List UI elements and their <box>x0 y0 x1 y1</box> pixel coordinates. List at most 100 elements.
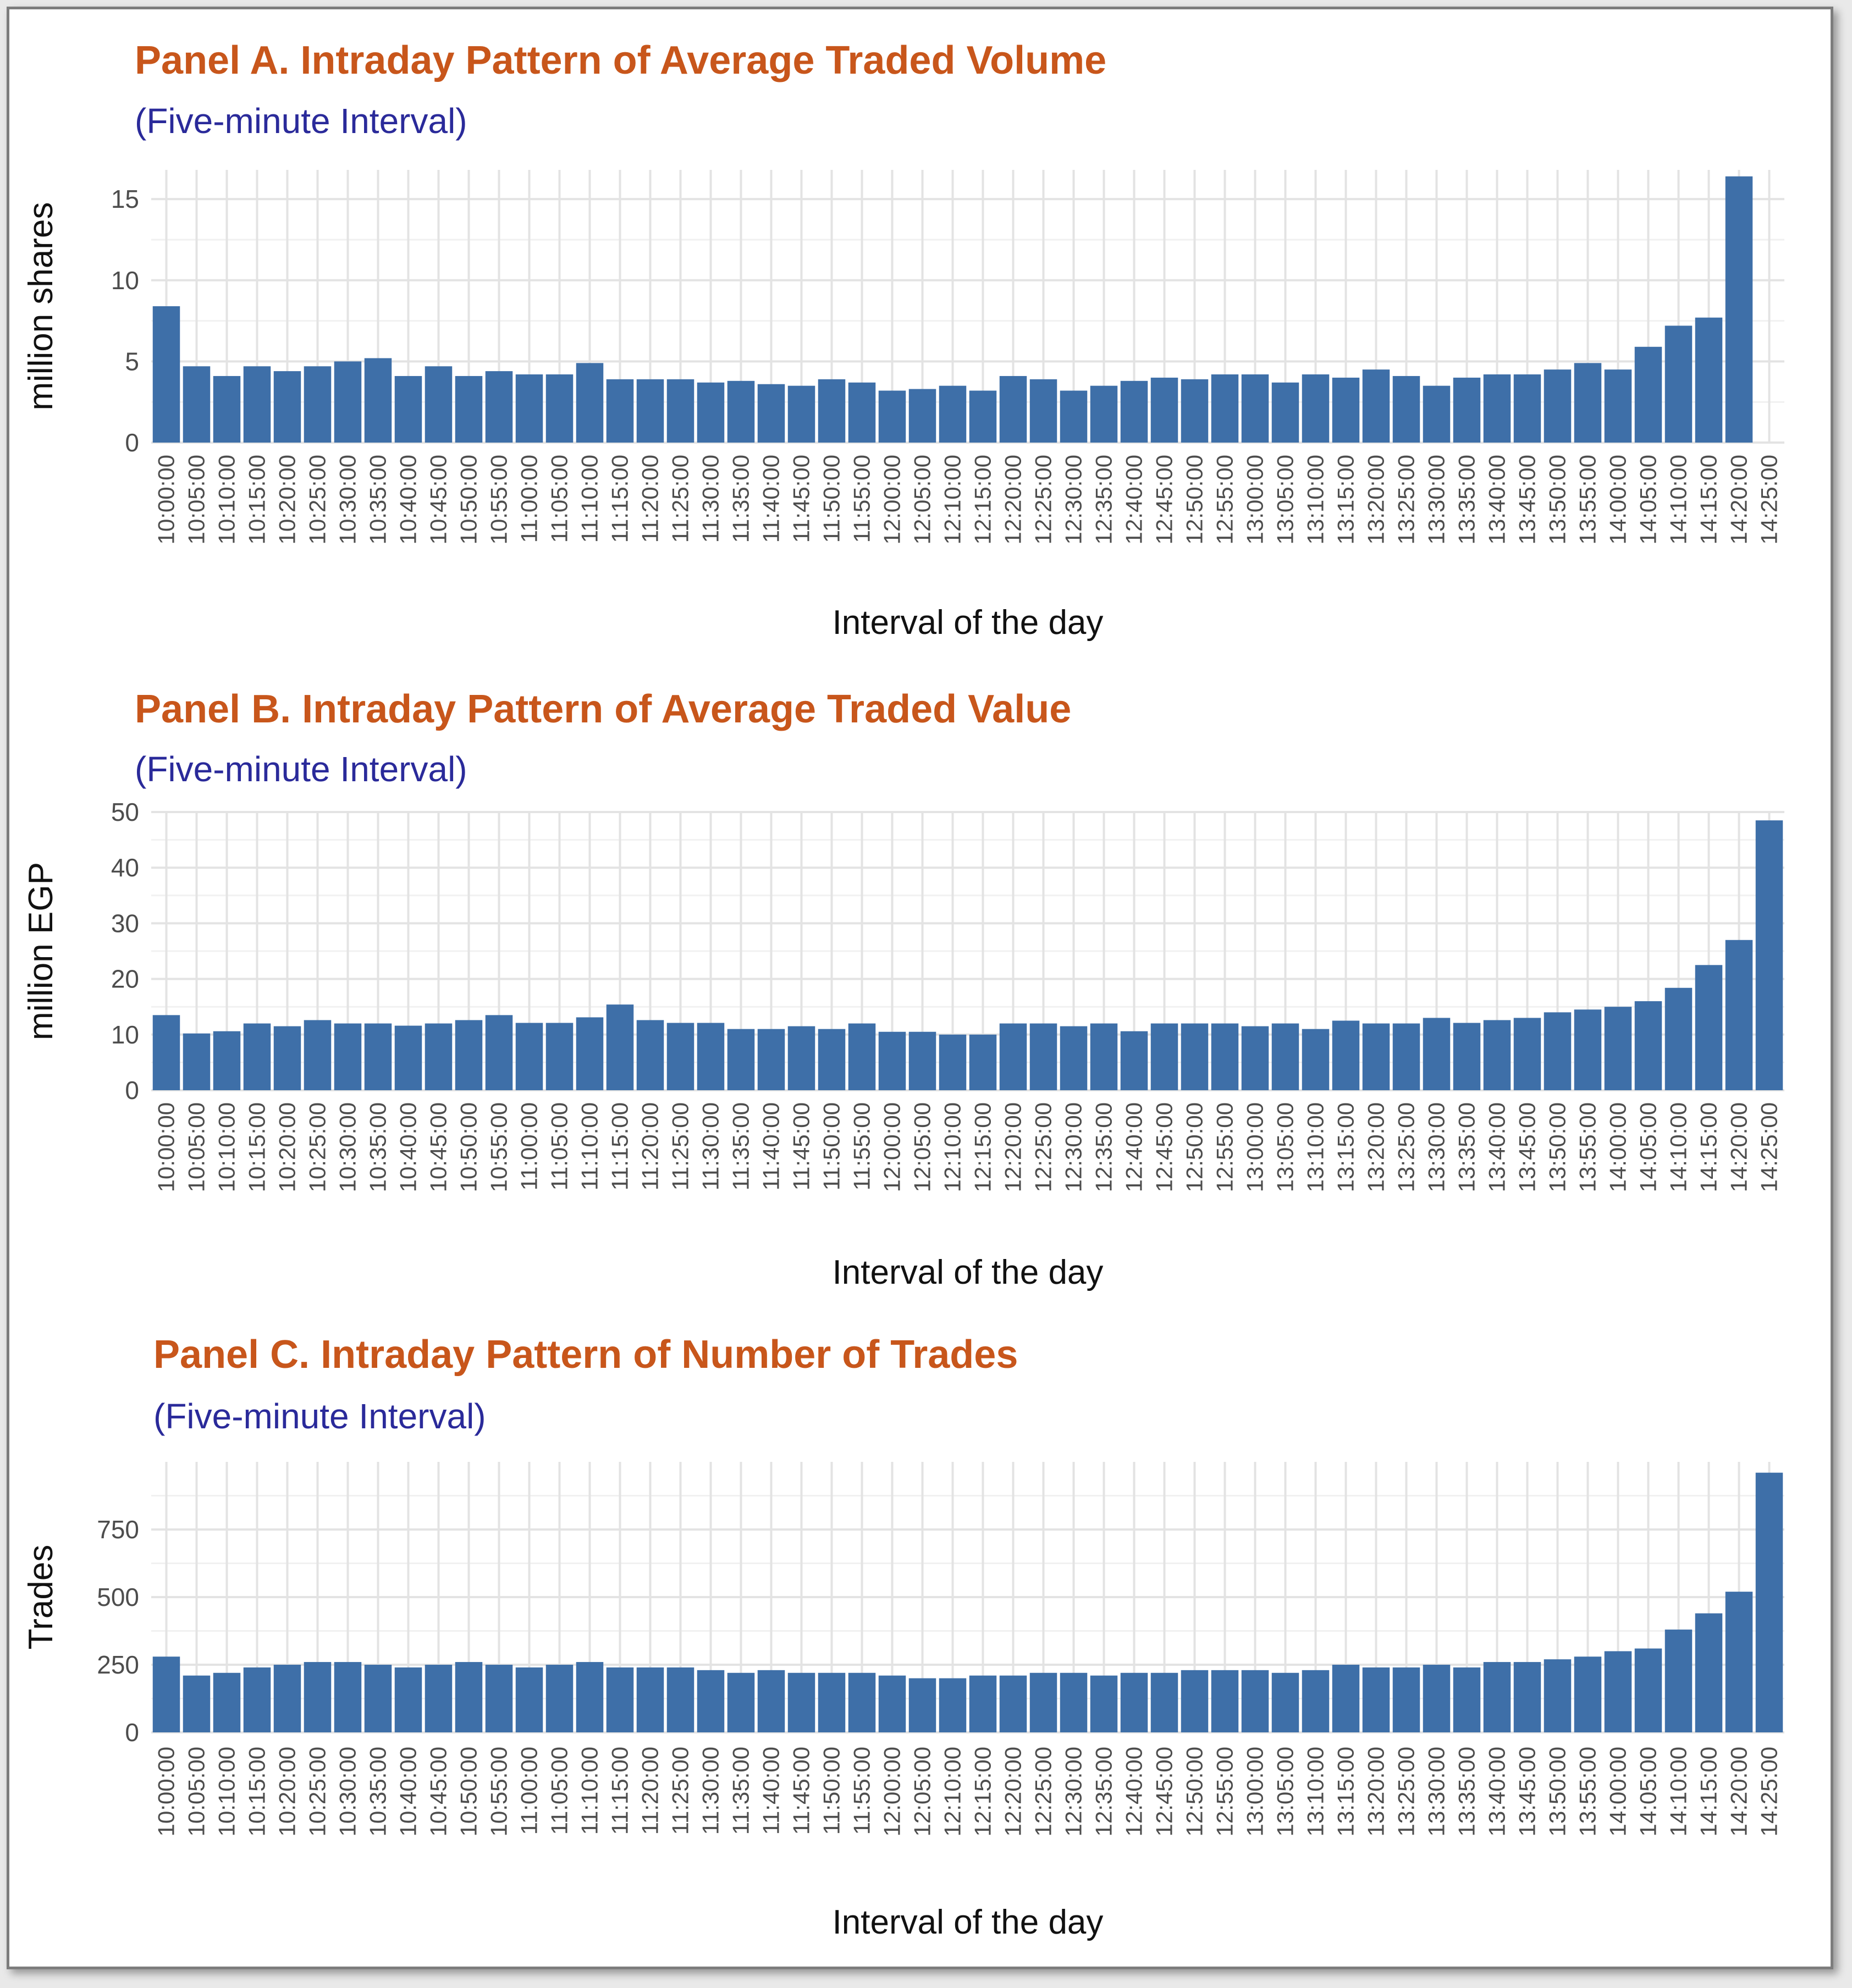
panel-b-bar <box>243 1023 271 1090</box>
panel-b-x-tick-label: 10:55:00 <box>486 1102 512 1192</box>
panel-a-bar <box>787 385 815 443</box>
panel-a-bar <box>576 363 604 443</box>
panel-b-bar <box>545 1023 574 1090</box>
panel-b-bar <box>213 1031 241 1090</box>
panel-a-x-tick-label: 14:00:00 <box>1605 455 1631 545</box>
panel-c-y-axis-title: Trades <box>22 1545 60 1650</box>
panel-b-bar <box>1271 1023 1299 1090</box>
panel-c-bar <box>1181 1670 1209 1732</box>
panel-b-bar <box>1332 1020 1360 1090</box>
panel-c-bar <box>394 1667 422 1732</box>
panel-c-x-tick-label: 10:40:00 <box>395 1747 421 1837</box>
panel-b-bars <box>152 820 1783 1090</box>
panel-c-y-tick-label: 0 <box>125 1718 139 1747</box>
panel-c-x-tick-label: 11:50:00 <box>819 1747 845 1835</box>
panel-b-bar <box>757 1029 785 1090</box>
panel-a-bar <box>878 390 906 443</box>
panel-b-x-tick-label: 13:10:00 <box>1303 1102 1329 1192</box>
panel-a-x-tick-label: 13:30:00 <box>1424 455 1449 545</box>
panel-b-x-tick-label: 12:30:00 <box>1061 1102 1087 1192</box>
panel-b-x-tick-label: 11:30:00 <box>698 1102 724 1190</box>
panel-a-bar <box>1634 346 1662 443</box>
panel-a-bar <box>666 379 695 443</box>
panel-b-bar <box>1453 1023 1481 1090</box>
panel-b-x-tick-label: 13:30:00 <box>1424 1102 1449 1192</box>
panel-a-bar <box>1302 374 1330 443</box>
panel-c-bar <box>787 1672 815 1732</box>
panel-b-title: Panel B. Intraday Pattern of Average Tra… <box>135 687 1072 731</box>
panel-a-x-tick-label: 11:45:00 <box>789 455 814 543</box>
panel-b-bar <box>1544 1012 1572 1090</box>
panel-b-x-tick-label: 10:25:00 <box>305 1102 330 1192</box>
panel-b-x-tick-label: 11:05:00 <box>547 1102 572 1190</box>
panel-b-y-tick-label: 0 <box>125 1076 139 1105</box>
panel-b-x-tick-label: 14:00:00 <box>1605 1102 1631 1192</box>
panel-c-x-tick-label: 13:35:00 <box>1454 1747 1480 1837</box>
panel-c-x-tick-label: 12:10:00 <box>940 1747 966 1837</box>
panel-b-bar <box>1362 1023 1390 1090</box>
panel-b-x-tick-label: 11:25:00 <box>668 1102 693 1190</box>
panel-a-x-tick-label: 11:40:00 <box>758 455 784 543</box>
panel-a-x-axis-title: Interval of the day <box>833 604 1104 642</box>
panel-c-bar <box>1423 1665 1451 1732</box>
panel-c-x-axis-title: Interval of the day <box>833 1903 1104 1941</box>
panel-a-x-tick-label: 11:00:00 <box>516 455 542 543</box>
panel-a-bar <box>304 366 332 443</box>
panel-b-x-tick-label: 10:15:00 <box>244 1102 270 1192</box>
panel-a-x-tick-label: 13:35:00 <box>1454 455 1480 545</box>
panel-b-bar <box>1634 1001 1662 1090</box>
panel-a-bar <box>515 374 543 443</box>
panel-a-y-tick-label: 0 <box>125 428 139 457</box>
panel-b-x-tick-label: 12:10:00 <box>940 1102 966 1192</box>
panel-a-x-tick-label: 12:55:00 <box>1212 455 1238 545</box>
panel-c-x-tick-label: 13:10:00 <box>1303 1747 1329 1837</box>
panel-c-x-tick-label: 13:20:00 <box>1363 1747 1389 1837</box>
panel-a-bar <box>364 358 392 443</box>
panel-c-bar <box>848 1672 876 1732</box>
panel-a-x-tick-label: 10:20:00 <box>274 455 300 545</box>
panel-a-bar <box>1029 379 1057 443</box>
panel-c-bar <box>1695 1613 1723 1732</box>
panel-c-x-tick-label: 12:40:00 <box>1121 1747 1147 1837</box>
panel-a-x-tick-label: 13:15:00 <box>1333 455 1359 545</box>
panel-b-x-tick-label: 11:35:00 <box>728 1102 754 1190</box>
panel-c-bar <box>545 1665 574 1732</box>
panel-b-x-tick-label: 13:45:00 <box>1514 1102 1540 1192</box>
panel-b-y-tick-label: 50 <box>111 801 139 826</box>
panel-a-bar <box>334 361 362 443</box>
panel-c-bar <box>1060 1672 1088 1732</box>
panel-c-x-tick-label: 11:10:00 <box>577 1747 603 1835</box>
panel-b-x-tick-label: 10:00:00 <box>153 1102 179 1192</box>
panel-c-x-tick-label: 13:50:00 <box>1545 1747 1570 1837</box>
panel-a-bar <box>697 382 725 443</box>
panel-c-bar <box>606 1667 634 1732</box>
panel-b-x-tick-label: 13:20:00 <box>1363 1102 1389 1192</box>
panel-a-x-tick-label: 12:35:00 <box>1091 455 1117 545</box>
panel-c-y-tick-label: 750 <box>97 1515 139 1544</box>
panel-a-x-tick-label: 12:50:00 <box>1182 455 1208 545</box>
panel-b-bar <box>939 1034 967 1090</box>
panel-a-bar <box>273 371 301 443</box>
panel-b-bar <box>1150 1023 1178 1090</box>
panel-b-bar <box>1120 1031 1148 1090</box>
panel-c-bar <box>666 1667 695 1732</box>
panel-b-x-tick-label: 10:45:00 <box>426 1102 451 1192</box>
panel-c-x-tick-label: 11:40:00 <box>758 1747 784 1835</box>
panel-b-x-tick-label: 11:20:00 <box>637 1102 663 1190</box>
panel-b-chart: 0 10 20 30 40 50 10:00:00 10:05:00 10:10:00 10:15… <box>22 801 1784 1291</box>
panel-b-bar <box>1241 1026 1269 1090</box>
panel-b-bar <box>787 1026 815 1090</box>
panel-c-x-tick-label: 13:40:00 <box>1484 1747 1510 1837</box>
panel-b-bar <box>878 1031 906 1090</box>
panel-b-bar <box>636 1020 664 1090</box>
panel-a-x-tick-label: 13:50:00 <box>1545 455 1570 545</box>
panel-a-x-tick-label: 12:30:00 <box>1061 455 1087 545</box>
panel-c-x-tick-label: 10:20:00 <box>274 1747 300 1837</box>
panel-b-x-tick-label: 12:35:00 <box>1091 1102 1117 1192</box>
panel-c-x-tick-label: 10:35:00 <box>365 1747 391 1837</box>
panel-c-bar <box>1453 1667 1481 1732</box>
panel-a-x-tick-label: 11:25:00 <box>668 455 693 543</box>
panel-b-x-tick-label: 14:25:00 <box>1756 1102 1782 1192</box>
panel-b-bar <box>1181 1023 1209 1090</box>
panel-a-bar <box>999 375 1027 443</box>
